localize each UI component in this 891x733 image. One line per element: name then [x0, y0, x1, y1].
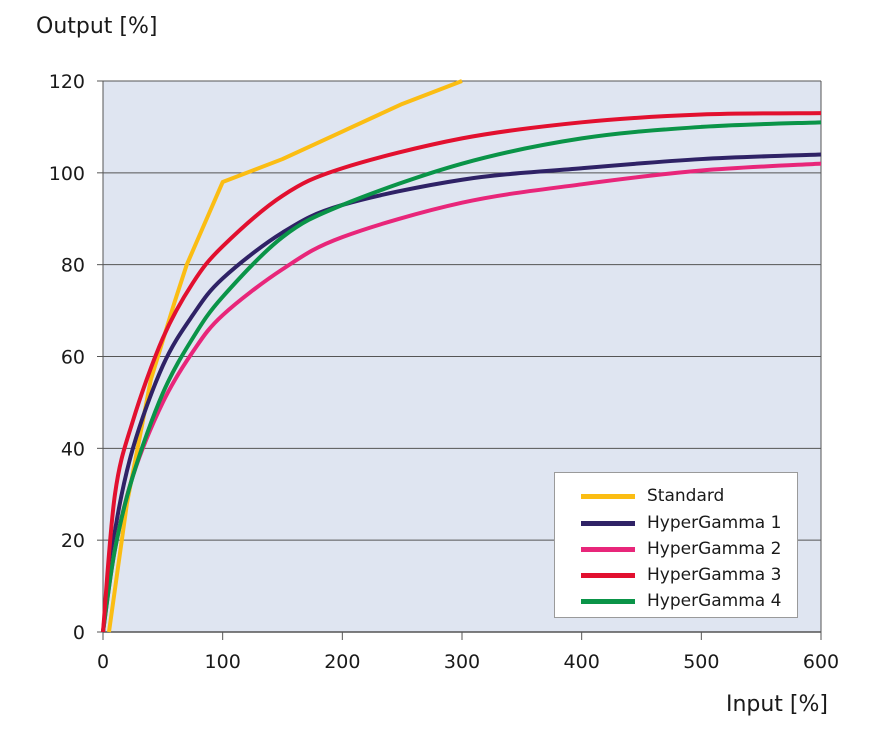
x-tick-label-100: 100 — [205, 651, 241, 673]
legend-label-standard: Standard — [647, 486, 725, 506]
legend-swatch-hypergamma-1 — [581, 520, 635, 526]
series-line-hypergamma-4 — [101, 120, 822, 633]
x-axis-label: Input [%] — [725, 692, 828, 717]
legend-item-hypergamma-3: HyperGamma 3 — [581, 564, 781, 586]
y-axis-label: Output [%] — [36, 14, 158, 39]
y-tick-label-80: 80 — [61, 255, 85, 277]
y-tick-label-40: 40 — [61, 438, 85, 460]
tick-labels: 0 20 40 60 80 100 120 0 100 200 300 400 500 600 — [49, 71, 839, 673]
x-tick-label-600: 600 — [803, 651, 839, 673]
y-tick-label-60: 60 — [61, 347, 85, 369]
y-tick-label-20: 20 — [61, 530, 85, 552]
legend-swatch-standard — [581, 493, 635, 499]
series-line-hypergamma-1 — [101, 152, 822, 633]
legend-item-hypergamma-4: HyperGamma 4 — [581, 590, 781, 612]
legend-item-standard: Standard — [581, 485, 724, 507]
legend-swatch-hypergamma-2 — [581, 546, 635, 552]
legend-swatch-hypergamma-4 — [581, 598, 635, 604]
legend-item-hypergamma-1: HyperGamma 1 — [581, 512, 781, 534]
x-tick-label-500: 500 — [683, 651, 719, 673]
legend-label-hypergamma-2: HyperGamma 2 — [647, 539, 782, 559]
x-tick-label-400: 400 — [564, 651, 600, 673]
y-tick-label-0: 0 — [73, 622, 85, 644]
legend: Standard HyperGamma 1 HyperGamma 2 Hyper… — [554, 472, 798, 618]
legend-label-hypergamma-4: HyperGamma 4 — [647, 591, 782, 611]
x-tick-label-0: 0 — [97, 651, 109, 673]
series-group — [101, 79, 822, 633]
legend-label-hypergamma-3: HyperGamma 3 — [647, 565, 782, 585]
legend-swatch-hypergamma-3 — [581, 572, 635, 578]
series-line-hypergamma-3 — [101, 111, 822, 633]
y-tick-label-100: 100 — [49, 163, 85, 185]
x-tick-label-200: 200 — [324, 651, 360, 673]
legend-item-hypergamma-2: HyperGamma 2 — [581, 538, 781, 560]
legend-label-hypergamma-1: HyperGamma 1 — [647, 513, 782, 533]
axes — [97, 80, 822, 640]
y-tick-label-120: 120 — [49, 71, 85, 93]
x-tick-label-300: 300 — [444, 651, 480, 673]
